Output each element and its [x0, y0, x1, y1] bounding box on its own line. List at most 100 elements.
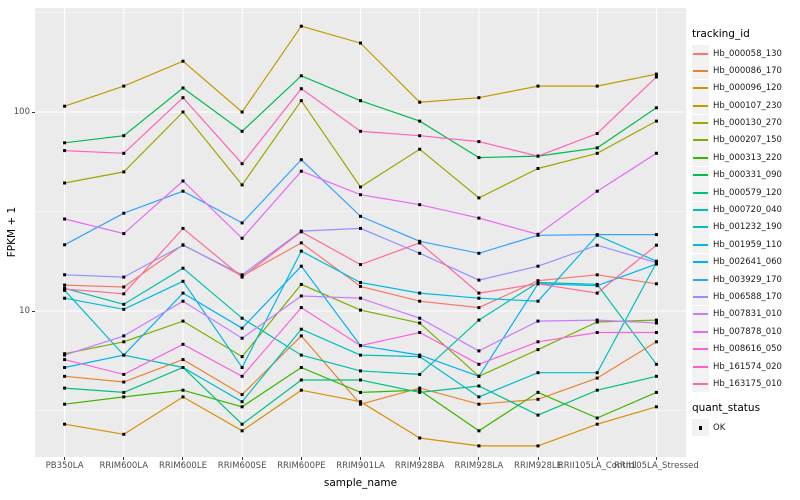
data-point: [63, 141, 67, 145]
data-point: [536, 84, 540, 88]
legend-key-swatch: [692, 45, 709, 62]
data-point: [418, 134, 422, 138]
legend-item: Hb_006588_170: [692, 288, 800, 306]
data-point: [122, 340, 126, 344]
data-point: [654, 151, 658, 155]
data-point: [122, 390, 126, 394]
legend-item-label: Hb_000720_040: [713, 205, 782, 216]
data-point: [299, 158, 303, 162]
data-point: [181, 96, 185, 100]
legend-item: Hb_000096_120: [692, 79, 800, 97]
data-point: [299, 353, 303, 357]
point-sample-icon: [698, 426, 703, 430]
legend-item: Hb_000086_170: [692, 62, 800, 80]
y-tick-label: 100: [13, 106, 30, 117]
x-tick-mark: [360, 457, 361, 460]
data-point: [418, 239, 422, 243]
legend-key-swatch: [692, 253, 709, 271]
data-point: [418, 203, 422, 207]
legend-line-sample: [693, 104, 708, 107]
legend-line-sample: [693, 191, 708, 194]
legend-item: Hb_003929_170: [692, 271, 800, 289]
data-point: [654, 261, 658, 265]
legend-key-swatch: [692, 340, 709, 358]
legend-line-sample: [693, 87, 708, 90]
data-point: [240, 326, 244, 330]
legend-item: Hb_008616_050: [692, 340, 800, 358]
data-point: [654, 243, 658, 247]
data-point: [595, 388, 599, 392]
legend-line-sample: [693, 365, 708, 368]
data-point: [418, 353, 422, 357]
legend-item-label: Hb_000058_130: [713, 48, 782, 59]
legend-item: Hb_000331_090: [692, 166, 800, 184]
data-point: [299, 334, 303, 338]
data-point: [122, 134, 126, 138]
data-point: [181, 395, 185, 399]
data-point: [654, 75, 658, 79]
data-point: [240, 355, 244, 359]
data-point: [418, 390, 422, 394]
legend-item-label: Hb_007831_010: [713, 309, 782, 320]
legend-key-swatch: [692, 305, 709, 323]
data-point: [299, 74, 303, 78]
legend-key-swatch: [692, 201, 709, 219]
data-point: [181, 179, 185, 183]
legend-item: Hb_007878_010: [692, 323, 800, 341]
x-tick-label: RRIM928LE: [514, 461, 563, 471]
data-point: [359, 369, 362, 373]
data-point: [477, 216, 481, 220]
data-point: [418, 241, 422, 245]
legend-key-swatch: [692, 218, 709, 236]
data-point: [654, 331, 658, 334]
data-point: [418, 100, 422, 104]
data-point: [536, 397, 540, 401]
data-point: [63, 374, 67, 378]
data-point: [122, 353, 126, 357]
data-point: [477, 402, 481, 406]
data-point: [122, 372, 126, 376]
x-tick-mark: [655, 457, 657, 460]
data-point: [359, 344, 362, 348]
legend-item-label: Hb_006588_170: [713, 291, 782, 302]
legend-item: Hb_007831_010: [692, 305, 800, 323]
data-point: [654, 72, 658, 76]
legend-line-sample: [693, 278, 708, 281]
data-point: [240, 366, 244, 369]
data-point: [595, 84, 599, 88]
legend-item-label: Hb_000107_230: [713, 100, 782, 111]
data-point: [122, 84, 126, 88]
data-point: [122, 334, 126, 338]
data-point: [359, 214, 362, 218]
data-point: [654, 233, 658, 237]
data-point: [477, 362, 481, 366]
legend-item-label: Hb_002641_060: [713, 257, 782, 268]
data-point: [536, 154, 540, 158]
x-axis-title: sample_name: [323, 477, 398, 489]
data-point: [181, 279, 185, 283]
data-point: [654, 321, 658, 325]
legend-item-label: Hb_007878_010: [713, 326, 782, 337]
data-point: [654, 119, 658, 123]
legend-item: Hb_001232_190: [692, 218, 800, 236]
data-point: [359, 129, 362, 133]
legend-item-label: Hb_000130_270: [713, 118, 782, 129]
x-tick-label: RRIM928LA: [454, 461, 504, 471]
data-point: [122, 232, 126, 236]
quant-status-label: OK: [713, 422, 726, 433]
data-point: [240, 129, 244, 133]
quant-status-item: OK: [692, 419, 800, 437]
data-point: [63, 386, 67, 390]
legend-item: Hb_000579_120: [692, 184, 800, 202]
data-point: [418, 372, 422, 376]
x-tick-label: RRIM600LE: [158, 461, 207, 471]
data-point: [654, 340, 658, 344]
x-tick-mark: [182, 457, 184, 460]
data-point: [654, 282, 658, 286]
data-point: [359, 226, 362, 230]
data-point: [359, 263, 362, 267]
data-point: [181, 319, 185, 323]
data-point: [63, 358, 67, 362]
data-point: [181, 59, 185, 63]
y-tick-mark: [32, 310, 35, 312]
